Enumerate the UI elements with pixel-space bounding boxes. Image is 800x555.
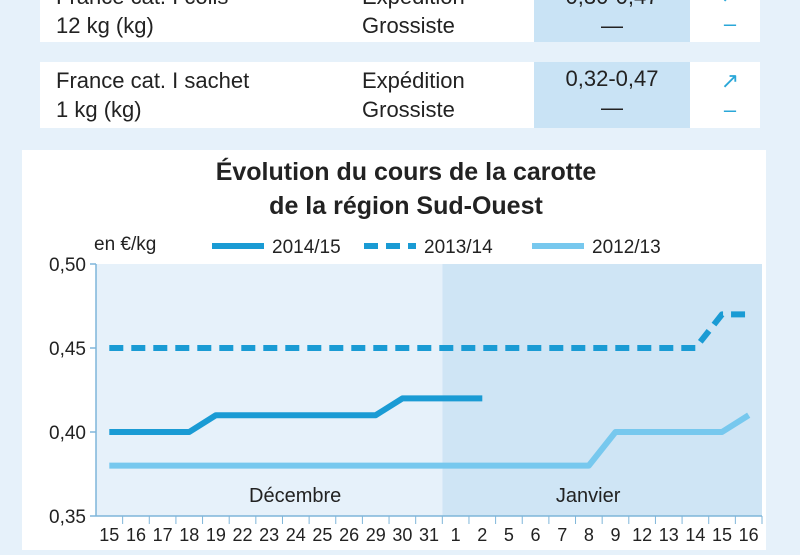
x-tick-label: 31	[419, 525, 439, 545]
x-tick-label: 24	[286, 525, 306, 545]
table-row: France cat. I sachet 1 kg (kg) Expéditio…	[40, 62, 760, 128]
stage-expedition: Expédition	[362, 68, 465, 93]
x-tick-label: 15	[712, 525, 732, 545]
x-tick-label: 1	[451, 525, 461, 545]
chart-title-line2: de la région Sud-Ouest	[269, 192, 543, 220]
x-tick-label: 18	[179, 525, 199, 545]
x-tick-label: 14	[685, 525, 705, 545]
month-label-december: Décembre	[249, 485, 341, 507]
series-line-2013-14	[109, 311, 749, 351]
x-tick-label: 8	[584, 525, 594, 545]
trend-wholesale: –	[723, 11, 737, 36]
y-tick-label: 0,35	[49, 507, 86, 528]
product-unit: 12 kg (kg)	[56, 13, 154, 38]
x-tick-label: 9	[610, 525, 620, 545]
legend-label-2012-13: 2012/13	[592, 237, 661, 258]
product-name: France cat. I sachet	[56, 68, 250, 93]
price-chart: Évolution du cours de la carotte de la r…	[49, 157, 763, 545]
x-tick-label: 12	[632, 525, 652, 545]
y-tick-label: 0,40	[49, 423, 86, 444]
x-tick-label: 30	[392, 525, 412, 545]
price-wholesale: —	[601, 95, 623, 120]
legend-label-2014-15: 2014/15	[272, 237, 341, 258]
x-tick-label: 19	[206, 525, 226, 545]
price-wholesale: —	[601, 13, 623, 38]
x-tick-label: 29	[366, 525, 386, 545]
y-tick-label: 0,50	[49, 255, 86, 276]
x-tick-label: 16	[126, 525, 146, 545]
x-tick-label: 7	[557, 525, 567, 545]
stage-grossiste: Grossiste	[362, 97, 455, 122]
series-line-2012-13	[109, 412, 751, 469]
y-tick-label: 0,45	[49, 339, 86, 360]
price-cell: 0,32-0,47 —	[534, 62, 690, 128]
x-tick-label: 26	[339, 525, 359, 545]
plot-bg-december	[96, 264, 443, 516]
trend-wholesale: –	[723, 97, 737, 122]
x-tick-label: 13	[659, 525, 679, 545]
table-row: France cat. I colis 12 kg (kg) Expéditio…	[40, 0, 760, 42]
x-tick-label: 22	[233, 525, 253, 545]
chart-panel: Évolution du cours de la carotte de la r…	[22, 150, 766, 550]
product-name: France cat. I colis	[56, 0, 336, 11]
series-line-2014-15	[109, 395, 483, 435]
stage-expedition: Expédition	[362, 0, 532, 11]
legend: 2014/15 2013/14 2012/13	[212, 237, 661, 258]
plot-bg-january	[442, 264, 762, 516]
legend-label-2013-14: 2013/14	[424, 237, 493, 258]
x-tick-label: 2	[477, 525, 487, 545]
y-axis-unit: en €/kg	[94, 234, 156, 255]
product-unit: 1 kg (kg)	[56, 97, 142, 122]
price-range: 0,32-0,47	[565, 66, 659, 91]
chart-title-line1: Évolution du cours de la carotte	[216, 157, 597, 186]
month-label-janvier: Janvier	[556, 485, 621, 507]
x-tick-label: 25	[312, 525, 332, 545]
x-tick-label: 16	[739, 525, 759, 545]
arrow-up-right-icon: ↗	[720, 68, 740, 93]
price-cell: 0,30-0,47 —	[534, 0, 690, 42]
x-tick-label: 17	[153, 525, 173, 545]
x-tick-label: 15	[99, 525, 119, 545]
arrow-up-right-icon: ↗	[700, 0, 760, 9]
x-tick-label: 6	[531, 525, 541, 545]
price-table: France cat. I colis 12 kg (kg) Expéditio…	[40, 0, 760, 130]
x-tick-label: 23	[259, 525, 279, 545]
price-range: 0,30-0,47	[534, 0, 690, 11]
stage-grossiste: Grossiste	[362, 13, 455, 38]
x-tick-label: 5	[504, 525, 514, 545]
